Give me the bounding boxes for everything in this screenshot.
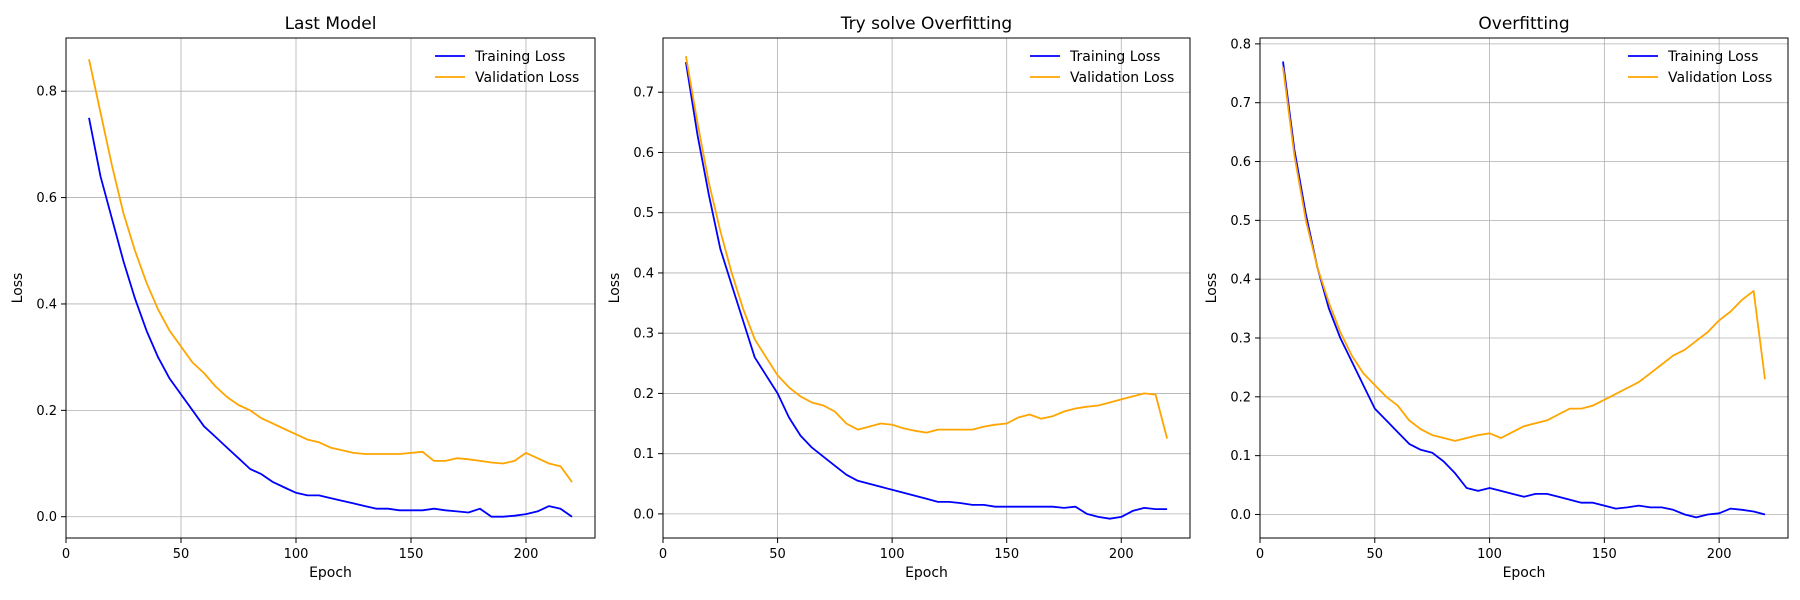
y-tick-label: 0.3 (633, 327, 654, 342)
y-tick-label: 0.6 (633, 146, 654, 161)
x-tick-label: 50 (769, 547, 786, 562)
chart-panel-1: 0 50 100 150 200 0.0 0.2 0.4 0.6 0.8 Last Model Epo… (10, 14, 596, 581)
y-tick-label: 0.5 (633, 206, 654, 221)
x-tick-label: 200 (514, 547, 539, 562)
legend-label: Training Loss (474, 49, 565, 65)
chart-title: Last Model (285, 14, 377, 34)
legend-label: Training Loss (1667, 49, 1758, 65)
y-tick-label: 0.1 (1230, 449, 1251, 464)
legend-label: Training Loss (1069, 49, 1160, 65)
y-tick-label: 0.0 (1230, 508, 1251, 523)
x-tick-label: 100 (284, 547, 309, 562)
chart-title: Try solve Overfitting (840, 14, 1012, 34)
y-tick-label: 0.8 (36, 85, 57, 100)
chart-panel-2: 0 50 100 150 200 0.0 0.1 0.2 0.3 0.4 0.5 0.6 0.7 Try … (607, 14, 1191, 581)
x-axis-label: Epoch (905, 565, 948, 581)
y-tick-label: 0.0 (633, 507, 654, 522)
y-tick-label: 0.5 (1230, 214, 1251, 229)
legend-label: Validation Loss (475, 70, 579, 86)
y-tick-label: 0.6 (36, 191, 57, 206)
y-axis-label: Loss (1204, 273, 1220, 304)
axes-frame (65, 37, 596, 539)
y-tick-label: 0.0 (36, 510, 57, 525)
series-line-training-loss (88, 117, 573, 518)
x-tick-label: 0 (62, 547, 70, 562)
x-axis-label: Epoch (309, 565, 352, 581)
x-tick-label: 200 (1707, 547, 1732, 562)
series-line-training-loss (1282, 61, 1766, 519)
y-tick-label: 0.2 (633, 387, 654, 402)
series-line-validation-loss (1282, 67, 1766, 442)
axes-frame (1259, 37, 1789, 539)
x-tick-label: 0 (1256, 547, 1264, 562)
legend-label: Validation Loss (1070, 70, 1174, 86)
y-tick-label: 0.8 (1230, 37, 1251, 52)
y-tick-label: 0.4 (1230, 273, 1251, 288)
y-tick-label: 0.3 (1230, 332, 1251, 347)
x-tick-label: 0 (659, 547, 667, 562)
y-axis-label: Loss (607, 273, 623, 304)
legend-label: Validation Loss (1668, 70, 1772, 86)
x-tick-label: 150 (994, 547, 1019, 562)
y-axis-label: Loss (10, 273, 26, 304)
x-tick-label: 100 (880, 547, 905, 562)
series-line-validation-loss (88, 59, 573, 483)
y-tick-label: 0.7 (1230, 96, 1251, 111)
x-axis-label: Epoch (1503, 565, 1546, 581)
y-tick-label: 0.4 (36, 297, 57, 312)
x-tick-label: 150 (1592, 547, 1617, 562)
axes-frame (662, 37, 1191, 539)
x-tick-label: 200 (1109, 547, 1134, 562)
x-tick-label: 50 (173, 547, 190, 562)
chart-panel-3: 0 50 100 150 200 0.0 0.1 0.2 0.3 0.4 0.5 0.6 0.7 0.8 O… (1204, 14, 1789, 581)
y-tick-label: 0.4 (633, 266, 654, 281)
y-tick-label: 0.1 (633, 447, 654, 462)
series-line-training-loss (685, 61, 1168, 520)
x-tick-label: 100 (1477, 547, 1502, 562)
y-tick-label: 0.2 (1230, 390, 1251, 405)
y-tick-label: 0.7 (633, 86, 654, 101)
series-line-validation-loss (685, 55, 1168, 439)
x-tick-label: 50 (1367, 547, 1384, 562)
y-tick-label: 0.2 (36, 404, 57, 419)
x-tick-label: 150 (399, 547, 424, 562)
y-tick-label: 0.6 (1230, 155, 1251, 170)
chart-title: Overfitting (1478, 14, 1569, 34)
